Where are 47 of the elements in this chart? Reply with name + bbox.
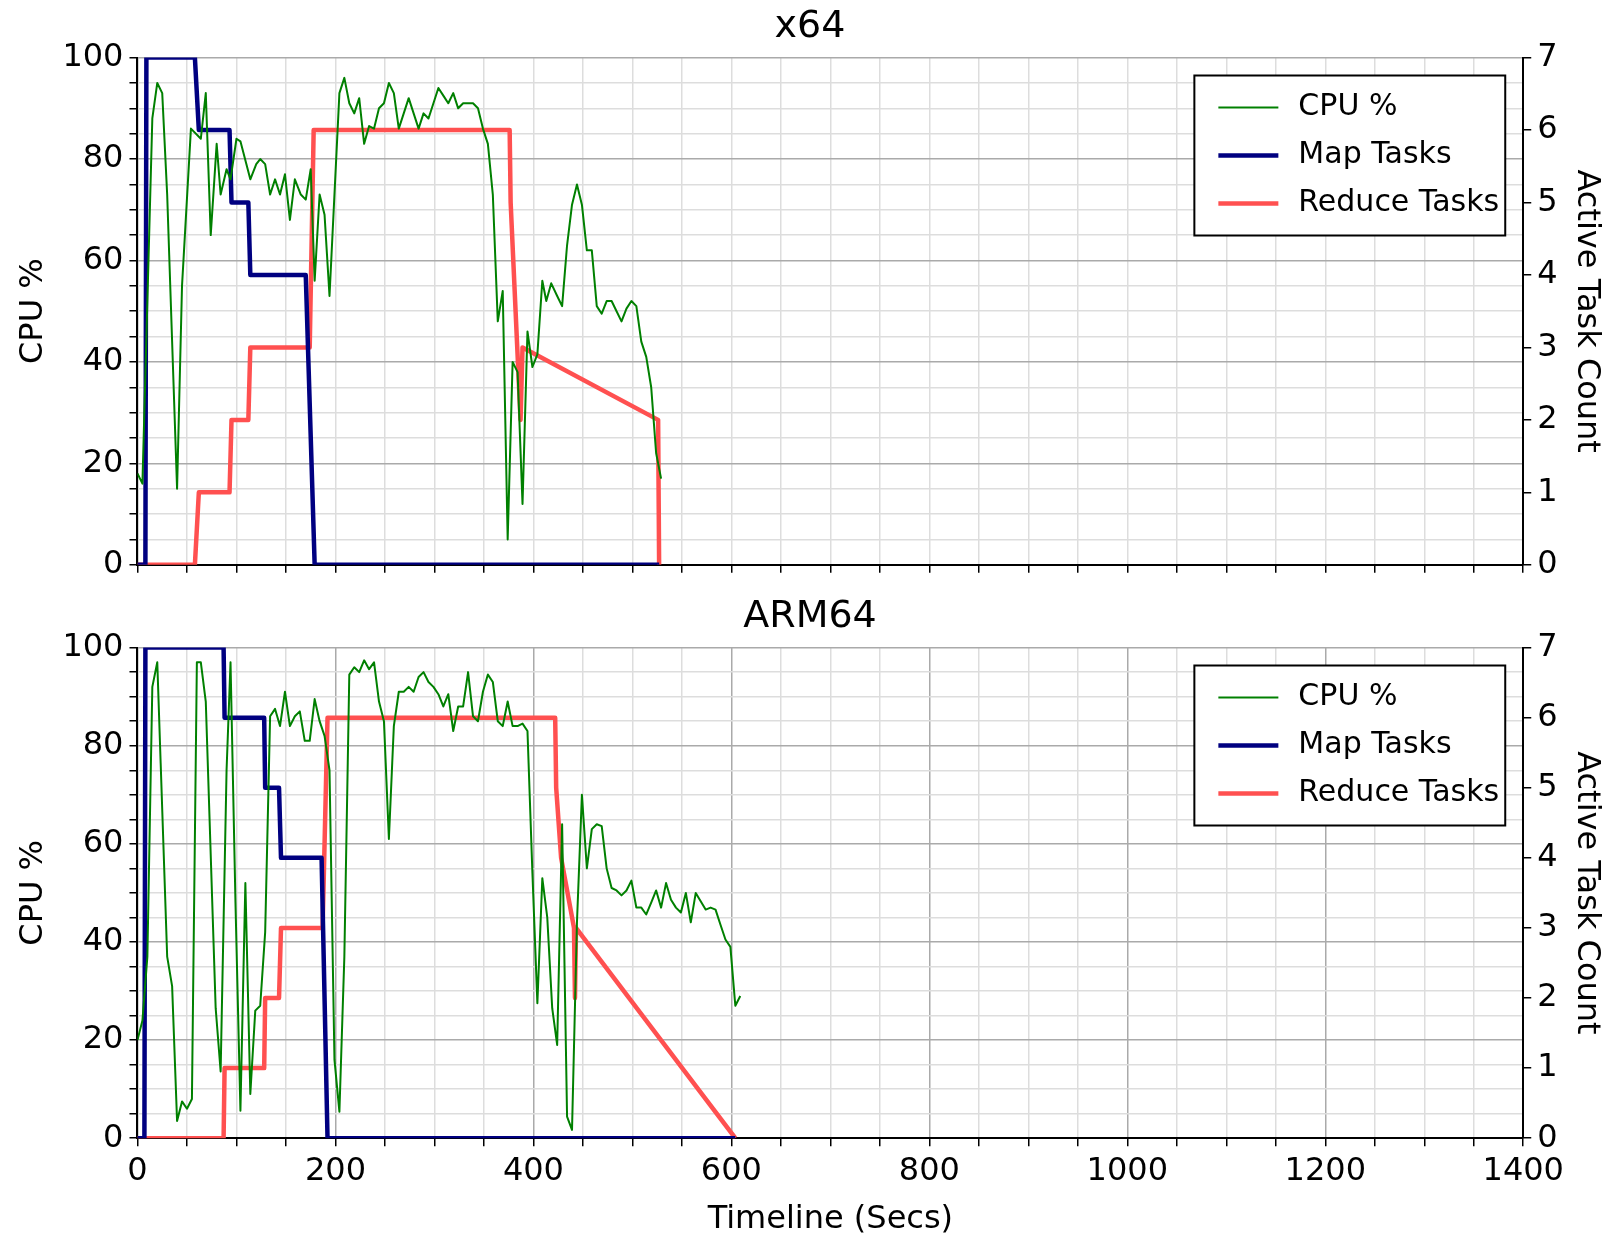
legend-label: Reduce Tasks bbox=[1298, 183, 1500, 219]
y2-axis-title: Active Task Count bbox=[1570, 751, 1609, 1035]
y2-tick-label: 5 bbox=[1537, 180, 1558, 219]
y-tick-label: 0 bbox=[103, 543, 124, 582]
y2-tick-label: 3 bbox=[1537, 325, 1558, 364]
x-axis-title: Timeline (Secs) bbox=[706, 1198, 954, 1237]
x-tick-label: 600 bbox=[700, 1149, 762, 1188]
y-tick-label: 80 bbox=[82, 137, 124, 176]
x-tick-label: 800 bbox=[898, 1149, 960, 1188]
legend-label: Reduce Tasks bbox=[1298, 773, 1500, 809]
x-tick-label: 400 bbox=[502, 1149, 564, 1188]
y2-axis-title: Active Task Count bbox=[1570, 169, 1609, 453]
y-tick-label: 60 bbox=[82, 822, 124, 861]
y2-tick-label: 5 bbox=[1537, 766, 1558, 805]
y-tick-label: 80 bbox=[82, 724, 124, 763]
y2-tick-label: 4 bbox=[1537, 253, 1558, 292]
y2-tick-label: 6 bbox=[1537, 696, 1558, 734]
y2-tick-label: 2 bbox=[1537, 398, 1558, 437]
y-axis-title: CPU % bbox=[11, 840, 50, 946]
x-tick-label: 1000 bbox=[1086, 1149, 1169, 1188]
x-tick-label: 1200 bbox=[1284, 1149, 1366, 1188]
legend-label: Map Tasks bbox=[1298, 135, 1452, 171]
y2-tick-label: 7 bbox=[1537, 35, 1558, 74]
y-tick-label: 40 bbox=[82, 340, 124, 379]
chart-title: ARM64 bbox=[743, 591, 877, 636]
y-tick-label: 100 bbox=[62, 35, 124, 74]
chart-title: x64 bbox=[774, 1, 846, 46]
y2-tick-label: 7 bbox=[1537, 625, 1558, 664]
legend-label: CPU % bbox=[1298, 87, 1398, 123]
legend-label: CPU % bbox=[1298, 677, 1398, 713]
y2-tick-label: 0 bbox=[1537, 543, 1558, 582]
y-tick-label: 20 bbox=[82, 1018, 124, 1057]
y-tick-label: 100 bbox=[62, 625, 124, 664]
legend-label: Map Tasks bbox=[1298, 725, 1452, 761]
y2-tick-label: 2 bbox=[1537, 976, 1558, 1015]
y-tick-label: 0 bbox=[103, 1116, 124, 1155]
y-axis-title: CPU % bbox=[11, 258, 50, 365]
x-tick-label: 200 bbox=[304, 1149, 366, 1188]
y2-tick-label: 1 bbox=[1537, 470, 1558, 509]
y2-tick-label: 1 bbox=[1537, 1046, 1558, 1085]
x-tick-label: 0 bbox=[127, 1149, 148, 1188]
y2-tick-label: 3 bbox=[1537, 906, 1558, 945]
y-tick-label: 60 bbox=[82, 238, 124, 277]
y-tick-label: 40 bbox=[82, 920, 124, 959]
y-tick-label: 20 bbox=[82, 441, 124, 480]
y2-tick-label: 4 bbox=[1537, 836, 1558, 875]
y2-tick-label: 6 bbox=[1537, 108, 1558, 147]
